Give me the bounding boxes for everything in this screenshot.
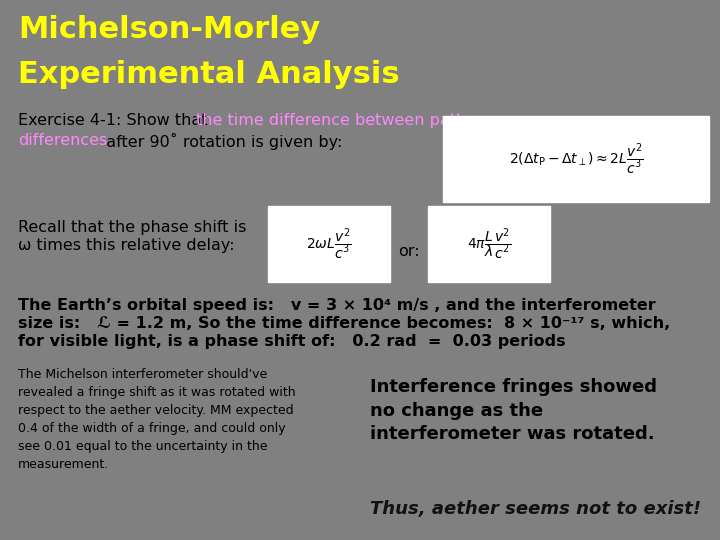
- Text: Thus, aether seems not to exist!: Thus, aether seems not to exist!: [370, 500, 701, 518]
- Text: the time difference between path: the time difference between path: [196, 113, 467, 128]
- Text: ω times this relative delay:: ω times this relative delay:: [18, 238, 235, 253]
- Text: Exercise 4-1: Show that: Exercise 4-1: Show that: [18, 113, 212, 128]
- Text: $4\pi\dfrac{L}{\lambda}\dfrac{v^{2}}{c^{2}}$: $4\pi\dfrac{L}{\lambda}\dfrac{v^{2}}{c^{…: [467, 226, 511, 262]
- Text: $2\omega L\dfrac{v^{2}}{c^{3}}$: $2\omega L\dfrac{v^{2}}{c^{3}}$: [306, 226, 352, 262]
- Text: after 90˚ rotation is given by:: after 90˚ rotation is given by:: [96, 133, 343, 150]
- Text: size is:   ℒ = 1.2 m, So the time difference becomes:  8 × 10⁻¹⁷ s, which,: size is: ℒ = 1.2 m, So the time differen…: [18, 316, 670, 331]
- Text: The Michelson interferometer should've
revealed a fringe shift as it was rotated: The Michelson interferometer should've r…: [18, 368, 296, 471]
- Text: Interference fringes showed
no change as the
interferometer was rotated.: Interference fringes showed no change as…: [370, 378, 657, 443]
- FancyBboxPatch shape: [428, 206, 550, 282]
- Text: for visible light, is a phase shift of:   0.2 rad  =  0.03 periods: for visible light, is a phase shift of: …: [18, 334, 566, 349]
- Text: Recall that the phase shift is: Recall that the phase shift is: [18, 220, 246, 235]
- Text: The Earth’s orbital speed is:   v = 3 × 10⁴ m/s , and the interferometer: The Earth’s orbital speed is: v = 3 × 10…: [18, 298, 656, 313]
- Text: $2\left(\Delta t_{\mathrm{P}}-\Delta t_{\perp}\right)\approx 2L\dfrac{v^{2}}{c^{: $2\left(\Delta t_{\mathrm{P}}-\Delta t_{…: [508, 141, 644, 177]
- Text: differences: differences: [18, 133, 107, 148]
- Text: Experimental Analysis: Experimental Analysis: [18, 60, 400, 89]
- Text: Michelson-Morley: Michelson-Morley: [18, 15, 320, 44]
- Text: or:: or:: [398, 244, 420, 259]
- FancyBboxPatch shape: [268, 206, 390, 282]
- FancyBboxPatch shape: [443, 116, 709, 202]
